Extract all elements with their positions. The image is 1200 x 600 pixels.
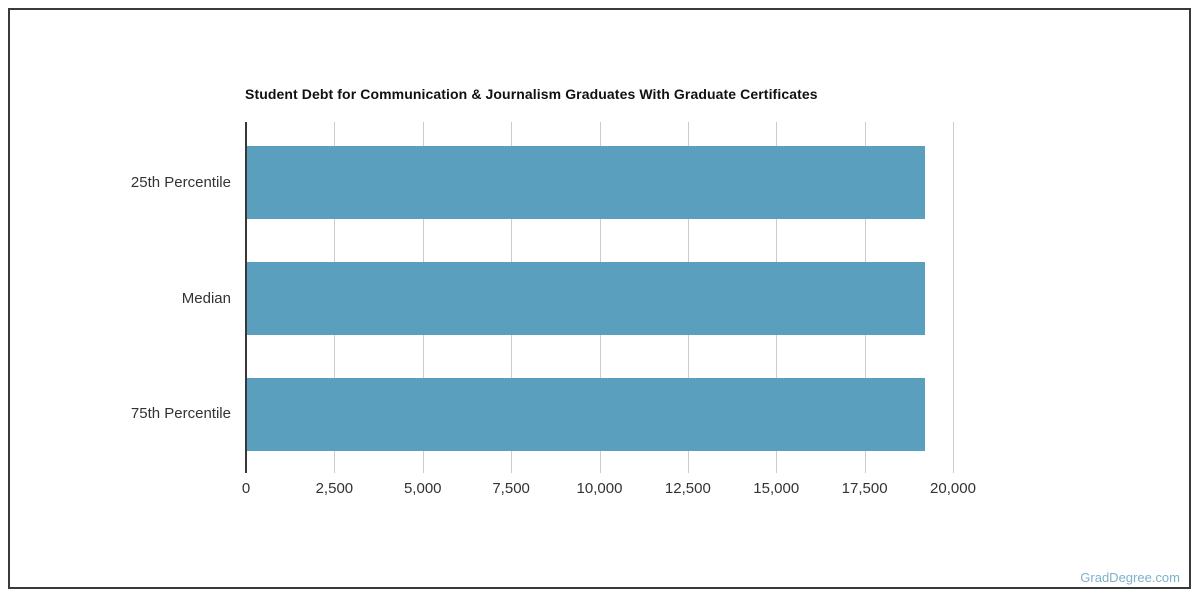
x-axis-tick-label: 5,000 [403,480,442,497]
bar-25th-percentile [247,146,926,220]
x-axis-tick-label: 2,500 [315,480,354,497]
x-axis-tick-label: 12,500 [664,480,711,497]
y-axis-line [245,122,247,473]
bar-75th-percentile [247,377,926,451]
y-axis-label-75th-percentile: 75th Percentile [130,405,231,423]
x-axis-tick-label: 15,000 [753,480,800,497]
bar-median [247,262,926,335]
y-axis-label-25th-percentile: 25th Percentile [130,173,231,191]
x-axis-tick-label: 7,500 [492,480,530,497]
x-axis-tick-label: 0 [241,480,251,497]
x-axis-tick-label: 20,000 [930,480,976,497]
chart-title: Student Debt for Communication & Journal… [245,86,818,102]
y-axis-label-median: Median [181,289,231,307]
x-axis-tick-label: 17,500 [841,480,888,497]
gridline [953,122,954,473]
watermark: GradDegree.com [1080,570,1180,585]
x-axis-tick-label: 10,000 [576,480,623,497]
